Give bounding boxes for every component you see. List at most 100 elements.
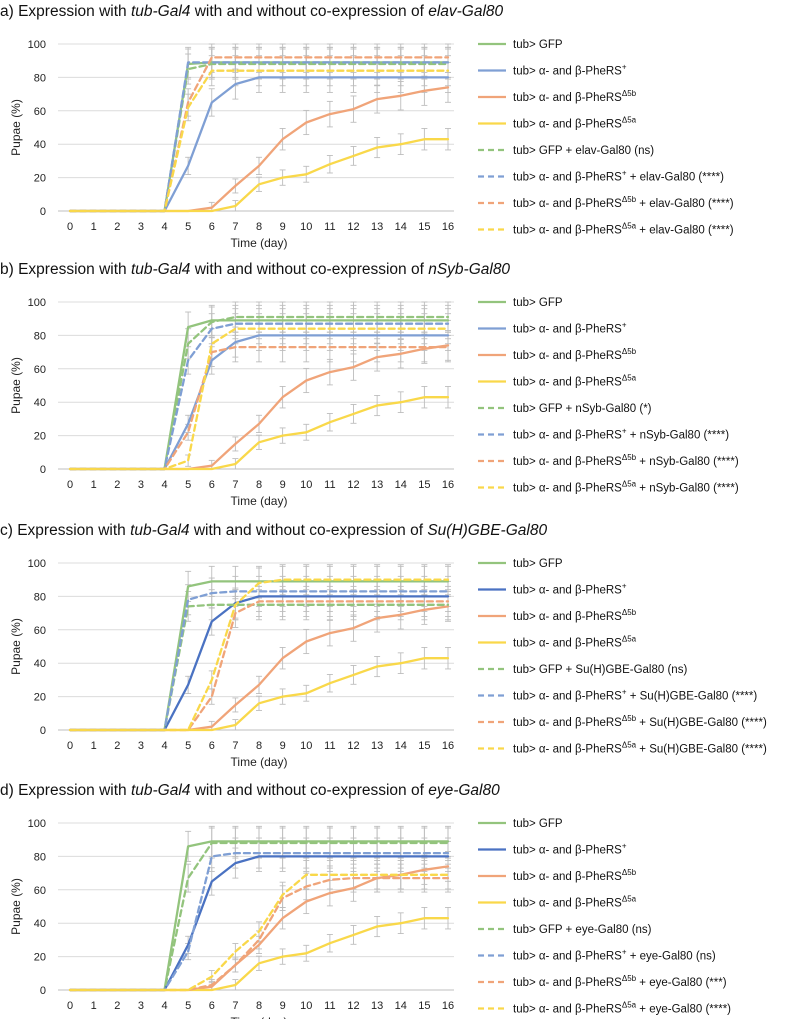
series-line-3: [68, 86, 450, 213]
legend-superscript: Δ5b: [622, 347, 637, 356]
x-tick-label: 14: [395, 479, 407, 491]
x-tick-label: 2: [114, 740, 120, 752]
legend-label: tub> α- and β-PheRS+ + eye-Gal80 (ns): [513, 948, 716, 963]
y-tick-label: 0: [40, 725, 46, 737]
panel-4: d) Expression with tub-Gal4 with and wit…: [0, 782, 731, 1024]
y-tick-label: 20: [34, 692, 46, 704]
x-tick-label: 1: [91, 1000, 97, 1012]
x-tick-label: 15: [418, 740, 430, 752]
series-line-7: [68, 345, 450, 471]
legend-label: tub> α- and β-PheRS+ + nSyb-Gal80 (****): [513, 427, 729, 442]
legend-text: tub> GFP + eye-Gal80 (ns): [513, 924, 652, 936]
legend-superscript: Δ5a: [622, 741, 637, 750]
legend-superscript: +: [622, 948, 627, 957]
legend-superscript: +: [622, 842, 627, 851]
x-tick-label: 10: [300, 479, 312, 491]
x-tick-label: 9: [280, 221, 286, 233]
title-prefix: Expression with: [18, 3, 131, 20]
legend-label: tub> α- and β-PheRS+: [513, 582, 627, 597]
x-tick-label: 13: [371, 221, 383, 233]
legend-suffix: + eye-Gal80 (****): [636, 1004, 731, 1016]
legend-suffix: + Su(H)GBE-Gal80 (****): [627, 691, 758, 703]
panel-2: b) Expression with tub-Gal4 with and wit…: [0, 261, 739, 508]
x-tick-label: 6: [209, 1000, 215, 1012]
legend-text: tub> α- and β-PheRS: [513, 977, 622, 989]
title-middle: with and without co-expression of: [190, 782, 428, 799]
x-tick-label: 8: [256, 1000, 262, 1012]
x-axis-title: Time (day): [231, 1015, 288, 1019]
x-tick-label: 16: [442, 1000, 454, 1012]
x-tick-label: 12: [347, 221, 359, 233]
legend-suffix: + elav-Gal80 (****): [636, 225, 734, 237]
series-line-8: [68, 69, 450, 213]
x-tick-label: 14: [395, 1000, 407, 1012]
y-tick-label: 60: [34, 364, 46, 376]
legend-text: tub> α- and β-PheRS: [513, 324, 622, 336]
legend-label: tub> α- and β-PheRSΔ5b: [513, 608, 637, 623]
y-tick-label: 60: [34, 625, 46, 637]
legend-suffix: + elav-Gal80 (****): [627, 172, 725, 184]
panel-title: b) Expression with tub-Gal4 with and wit…: [0, 261, 510, 278]
x-tick-label: 3: [138, 479, 144, 491]
y-tick-label: 20: [34, 173, 46, 185]
legend-label: tub> α- and β-PheRSΔ5b + eye-Gal80 (***): [513, 974, 727, 989]
x-tick-label: 0: [67, 221, 73, 233]
x-tick-label: 4: [161, 740, 167, 752]
y-tick-label: 100: [28, 818, 46, 830]
x-tick-label: 0: [67, 1000, 73, 1012]
legend-superscript: +: [622, 169, 627, 178]
x-tick-label: 12: [347, 740, 359, 752]
y-tick-label: 80: [34, 330, 46, 342]
title-gal80: Su(H)GBE-Gal80: [427, 522, 547, 539]
x-tick-label: 13: [371, 1000, 383, 1012]
panel-3: c) Expression with tub-Gal4 with and wit…: [0, 522, 767, 769]
legend-superscript: Δ5b: [622, 608, 637, 617]
x-tick-label: 14: [395, 740, 407, 752]
legend-label: tub> α- and β-PheRSΔ5b: [513, 89, 637, 104]
panel-title: d) Expression with tub-Gal4 with and wit…: [0, 782, 500, 799]
legend-superscript: +: [622, 427, 627, 436]
legend-label: tub> α- and β-PheRSΔ5b: [513, 868, 637, 883]
y-tick-label: 60: [34, 885, 46, 897]
panel-title: a) Expression with tub-Gal4 with and wit…: [0, 3, 504, 20]
series-line-8: [68, 327, 450, 471]
legend-suffix: + eye-Gal80 (***): [636, 977, 727, 989]
legend-suffix: + nSyb-Gal80 (****): [627, 430, 730, 442]
x-tick-label: 0: [67, 479, 73, 491]
legend-label: tub> α- and β-PheRS+ + elav-Gal80 (****): [513, 169, 724, 184]
legend-superscript: Δ5a: [622, 222, 637, 231]
legend-label: tub> α- and β-PheRS+: [513, 842, 627, 857]
x-tick-label: 8: [256, 221, 262, 233]
legend-superscript: Δ5a: [622, 374, 637, 383]
x-axis-title: Time (day): [231, 236, 288, 250]
legend-label: tub> α- and β-PheRSΔ5b + Su(H)GBE-Gal80 …: [513, 714, 767, 729]
legend-label: tub> α- and β-PheRSΔ5a + eye-Gal80 (****…: [513, 1001, 731, 1016]
title-gal80: nSyb-Gal80: [428, 261, 510, 278]
y-tick-label: 80: [34, 591, 46, 603]
series-line-8: [68, 873, 450, 992]
title-gal80: eye-Gal80: [428, 782, 500, 799]
legend-label: tub> GFP: [513, 39, 563, 51]
x-tick-label: 1: [91, 740, 97, 752]
legend-text: tub> α- and β-PheRS: [513, 92, 622, 104]
legend-superscript: Δ5b: [622, 89, 637, 98]
legend-suffix: + Su(H)GBE-Gal80 (****): [636, 717, 767, 729]
legend-text: tub> GFP + elav-Gal80 (ns): [513, 145, 654, 157]
x-tick-label: 11: [324, 740, 335, 752]
x-tick-label: 1: [91, 479, 97, 491]
legend-text: tub> α- and β-PheRS: [513, 483, 622, 495]
title-middle: with and without co-expression of: [190, 3, 428, 20]
x-tick-label: 2: [114, 1000, 120, 1012]
x-tick-label: 5: [185, 740, 191, 752]
legend-label: tub> α- and β-PheRS+: [513, 321, 627, 336]
y-tick-label: 40: [34, 658, 46, 670]
legend-superscript: +: [622, 63, 627, 72]
x-tick-label: 16: [442, 479, 454, 491]
panel-title: c) Expression with tub-Gal4 with and wit…: [0, 522, 547, 539]
x-tick-label: 6: [209, 479, 215, 491]
legend-superscript: Δ5b: [622, 195, 637, 204]
legend-superscript: Δ5b: [622, 868, 637, 877]
x-tick-label: 10: [300, 740, 312, 752]
series-line-3: [68, 344, 450, 471]
